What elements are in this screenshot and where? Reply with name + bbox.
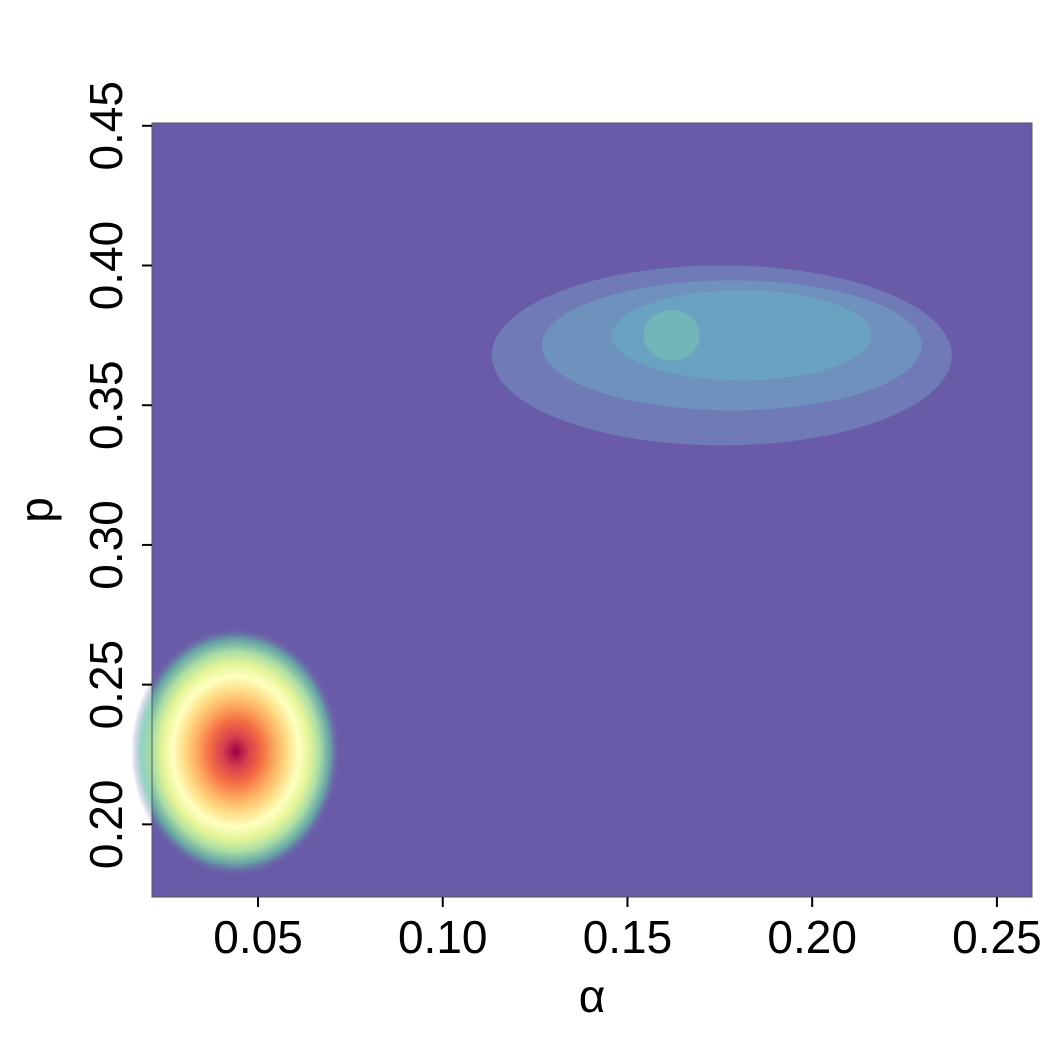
x-tick-label: 0.15 [583,911,673,963]
x-tick-label: 0.20 [767,911,857,963]
y-tick-label: 0.40 [80,221,132,311]
x-tick-label: 0.10 [398,911,488,963]
y-tick-label: 0.30 [80,500,132,590]
plot-frame [151,122,1033,898]
density-peak [130,626,341,877]
x-axis-label: α [579,970,606,1022]
y-tick-label: 0.45 [80,81,132,171]
x-tick-label: 0.05 [213,911,303,963]
y-tick-label: 0.20 [80,780,132,870]
density-contour [643,310,700,361]
y-tick-label: 0.25 [80,640,132,730]
x-tick-label: 0.25 [952,911,1042,963]
y-tick-label: 0.35 [80,360,132,450]
y-axis-label: p [10,497,62,523]
